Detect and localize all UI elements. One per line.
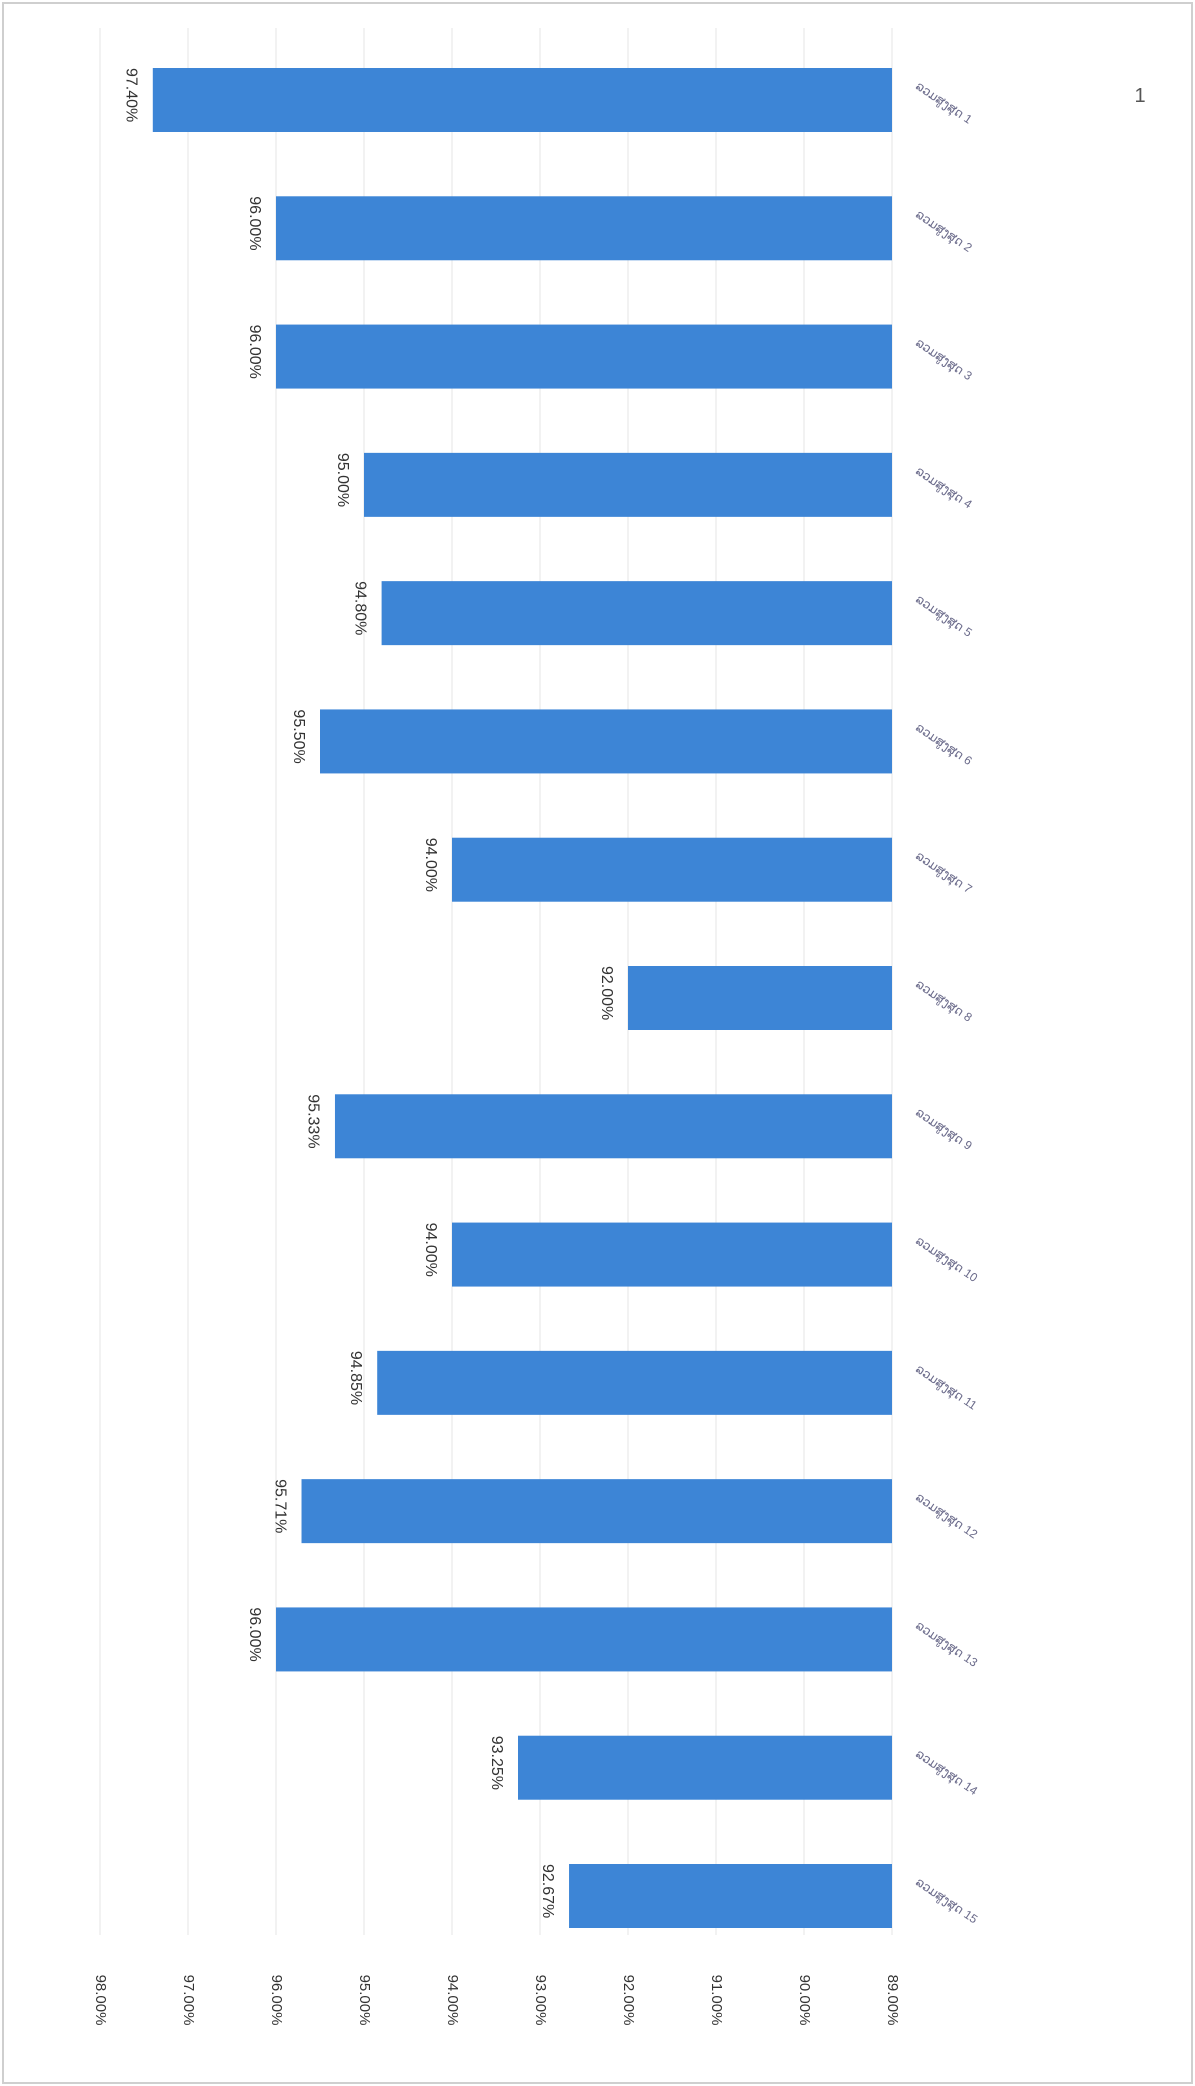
tick-label: 94.00% — [444, 1975, 461, 2026]
data-label: 94.80% — [351, 581, 368, 635]
bar — [276, 196, 892, 261]
bar — [364, 452, 892, 517]
bars: 97.40% 96.00% 96.00% 95.00% 94.80% 95.50% 94.0… — [123, 68, 893, 1928]
value-axis: 98.00% 97.00% 96.00% 95.00% 94.00% 93.00% 92.0… — [92, 1975, 901, 2026]
data-label: 97.40% — [123, 68, 140, 122]
tick-label: 92.00% — [620, 1975, 637, 2026]
bar — [301, 1479, 892, 1544]
tick-label: 91.00% — [708, 1975, 725, 2026]
data-label: 94.00% — [422, 1223, 439, 1277]
data-label: 94.00% — [422, 838, 439, 892]
bar — [276, 1607, 892, 1672]
data-label: 95.33% — [305, 1094, 322, 1148]
tick-label: 90.00% — [796, 1975, 813, 2026]
tick-label: 96.00% — [268, 1975, 285, 2026]
data-label: 96.00% — [246, 196, 263, 250]
data-label: 94.85% — [347, 1351, 364, 1405]
tick-label: 97.00% — [180, 1975, 197, 2026]
bar — [452, 1222, 892, 1287]
data-label: 96.00% — [246, 325, 263, 379]
bar — [518, 1735, 892, 1800]
tick-label: 95.00% — [356, 1975, 373, 2026]
data-label: 96.00% — [246, 1607, 263, 1661]
data-label: 95.71% — [271, 1479, 288, 1533]
data-label: 92.67% — [539, 1864, 556, 1918]
bar — [569, 1864, 892, 1928]
data-label: 93.25% — [488, 1736, 505, 1790]
tick-label: 89.00% — [884, 1975, 901, 2026]
bar — [377, 1350, 892, 1415]
page-number: 1 — [1134, 85, 1145, 107]
data-label: 95.00% — [334, 453, 351, 507]
data-label: 92.00% — [598, 966, 615, 1020]
tick-label: 93.00% — [532, 1975, 549, 2026]
data-label: 95.50% — [290, 709, 307, 763]
bar — [276, 324, 892, 389]
bar — [452, 837, 892, 902]
bar — [381, 581, 892, 646]
bar — [628, 966, 892, 1030]
bar — [152, 68, 893, 132]
bar — [334, 1094, 893, 1159]
tick-label: 98.00% — [92, 1975, 109, 2026]
bar — [320, 709, 892, 774]
